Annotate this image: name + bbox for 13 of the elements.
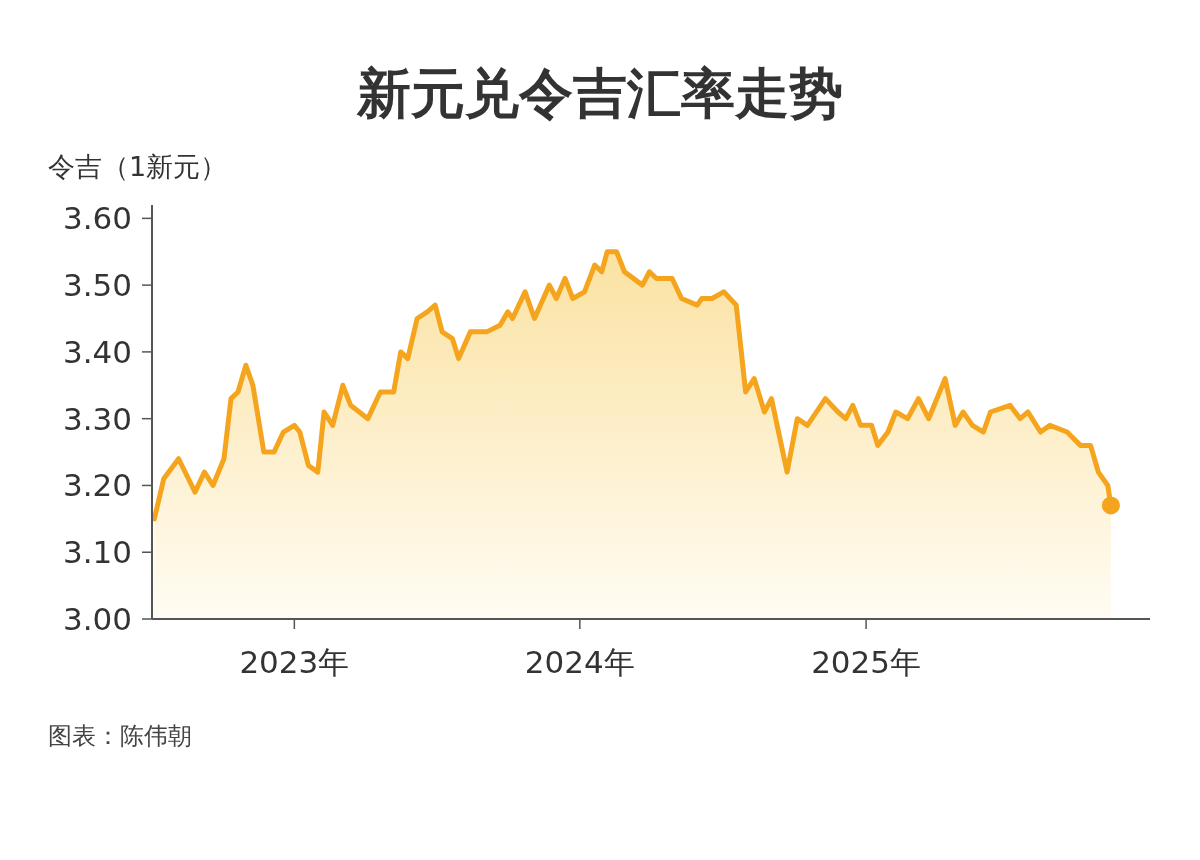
x-tick-label: 2024年: [524, 644, 635, 680]
y-tick-label: 3.60: [62, 200, 132, 237]
y-tick-label: 3.50: [62, 267, 132, 304]
x-tick-label: 2025年: [811, 644, 922, 680]
y-tick-label: 3.20: [62, 467, 132, 504]
y-tick-label: 3.00: [62, 601, 132, 637]
y-tick-label: 3.40: [62, 333, 132, 370]
y-tick-label: 3.30: [62, 400, 132, 437]
text: 图表：陈伟朝: [48, 722, 192, 750]
x-tick-label: 2023年: [239, 644, 350, 680]
y-tick-label: 3.10: [62, 534, 132, 571]
chart-title: 新元兑令吉汇率走势: [356, 62, 843, 125]
y-axis-title: 令吉（1新元）: [48, 151, 228, 182]
